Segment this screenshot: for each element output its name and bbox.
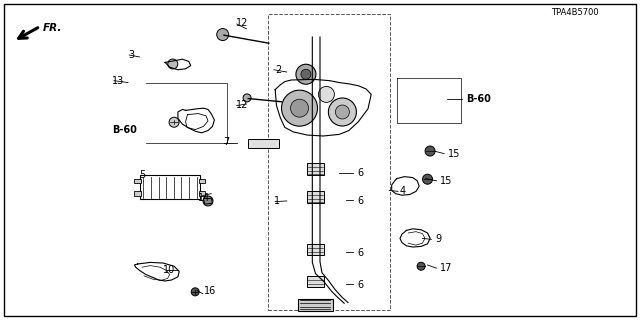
Circle shape: [217, 28, 228, 41]
Text: FR.: FR.: [44, 23, 63, 33]
Bar: [248, 139, 279, 148]
Text: 13: 13: [112, 76, 124, 86]
Bar: [307, 191, 324, 203]
Bar: [134, 179, 141, 183]
Text: 12: 12: [236, 18, 248, 28]
Circle shape: [422, 174, 433, 184]
Text: 2: 2: [275, 65, 282, 75]
Circle shape: [203, 196, 213, 206]
Text: TPA4B5700: TPA4B5700: [551, 8, 598, 17]
Bar: [268, 14, 390, 310]
Text: 6: 6: [357, 196, 364, 206]
Text: B-60: B-60: [112, 124, 137, 135]
Text: 7: 7: [223, 137, 229, 148]
Circle shape: [328, 98, 356, 126]
Text: 4: 4: [400, 186, 406, 196]
Text: 5: 5: [140, 170, 146, 180]
Circle shape: [425, 146, 435, 156]
Text: 6: 6: [357, 248, 364, 258]
Bar: [199, 179, 205, 183]
Circle shape: [243, 94, 251, 102]
Text: 10: 10: [163, 265, 175, 276]
Bar: [199, 191, 205, 196]
Bar: [134, 191, 141, 196]
Bar: [298, 299, 333, 311]
Text: 12: 12: [236, 100, 248, 110]
Circle shape: [417, 262, 425, 270]
Text: 15: 15: [448, 148, 460, 159]
Circle shape: [168, 59, 178, 69]
Text: 1: 1: [274, 196, 280, 206]
Text: 3: 3: [128, 50, 134, 60]
Circle shape: [291, 99, 308, 117]
Circle shape: [319, 86, 334, 102]
Text: 6: 6: [357, 280, 364, 290]
Text: 16: 16: [204, 285, 216, 296]
Text: 15: 15: [440, 176, 452, 186]
Text: 14: 14: [198, 193, 211, 203]
Text: B-60: B-60: [466, 93, 491, 104]
Circle shape: [282, 90, 317, 126]
Circle shape: [301, 69, 311, 79]
Circle shape: [169, 117, 179, 127]
Bar: [307, 276, 324, 287]
Text: 17: 17: [440, 263, 452, 273]
Bar: [140, 175, 200, 199]
Text: 6: 6: [357, 168, 364, 178]
Bar: [307, 163, 324, 175]
Bar: [307, 244, 324, 255]
Circle shape: [296, 64, 316, 84]
Circle shape: [335, 105, 349, 119]
Circle shape: [191, 288, 199, 296]
Text: 9: 9: [435, 234, 442, 244]
